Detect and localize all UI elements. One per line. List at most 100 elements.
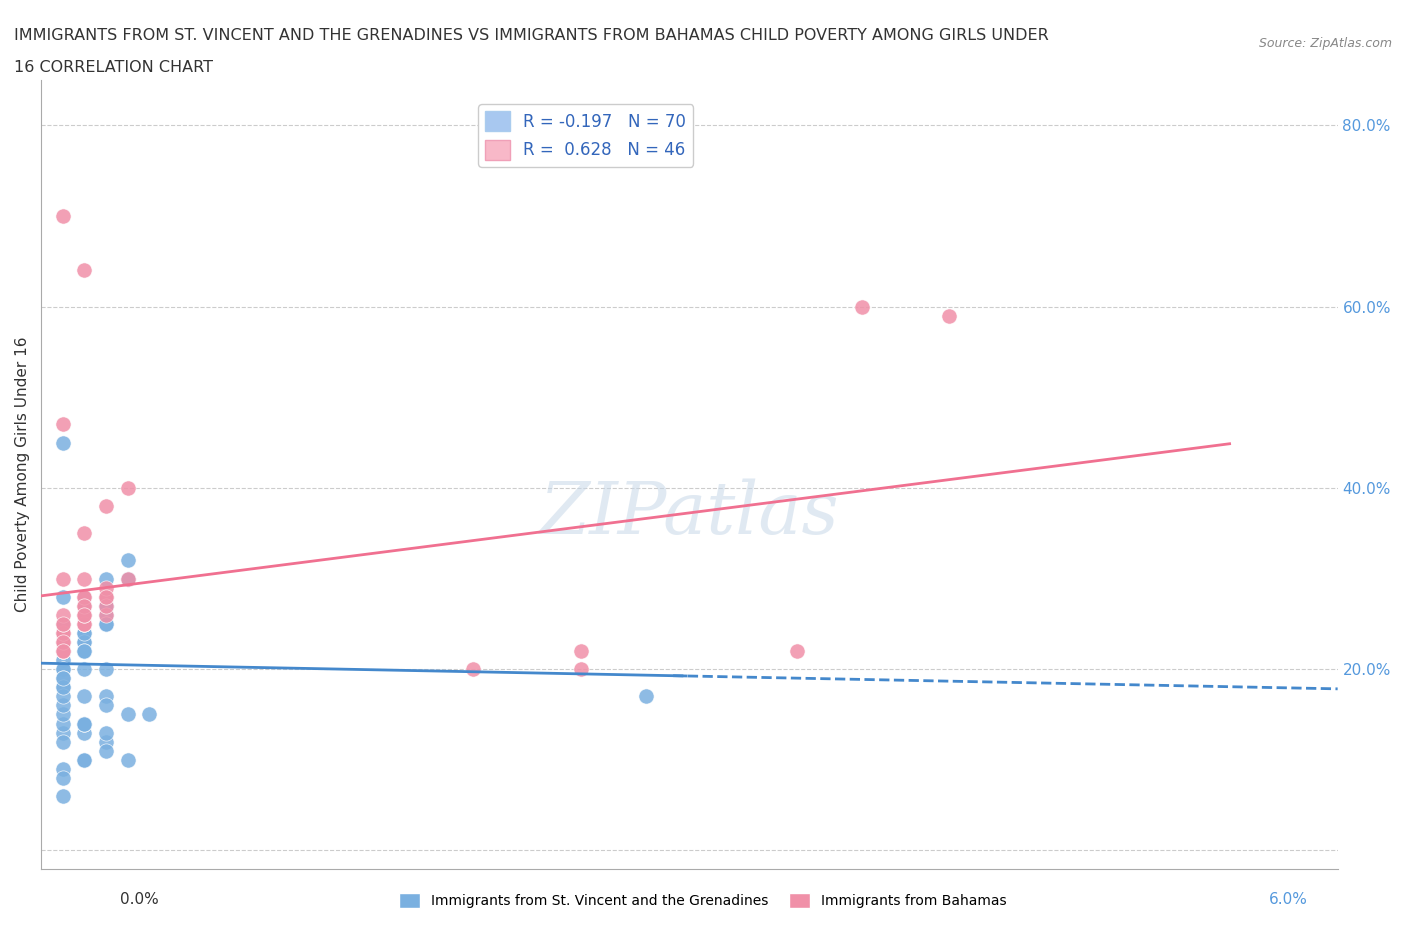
Text: 16 CORRELATION CHART: 16 CORRELATION CHART xyxy=(14,60,214,75)
Point xyxy=(52,626,75,641)
Point xyxy=(52,626,75,641)
Point xyxy=(94,571,117,586)
Point xyxy=(73,607,96,622)
Point xyxy=(117,571,139,586)
Point xyxy=(52,680,75,695)
Point xyxy=(94,734,117,749)
Point xyxy=(94,598,117,613)
Point xyxy=(52,617,75,631)
Legend: R = -0.197   N = 70, R =  0.628   N = 46: R = -0.197 N = 70, R = 0.628 N = 46 xyxy=(478,104,693,166)
Point xyxy=(73,725,96,740)
Point xyxy=(73,617,96,631)
Point xyxy=(73,590,96,604)
Point xyxy=(117,571,139,586)
Point xyxy=(94,590,117,604)
Point xyxy=(73,607,96,622)
Point xyxy=(52,671,75,685)
Text: Source: ZipAtlas.com: Source: ZipAtlas.com xyxy=(1258,37,1392,50)
Point xyxy=(73,644,96,658)
Point xyxy=(52,644,75,658)
Point xyxy=(73,607,96,622)
Point xyxy=(52,617,75,631)
Point xyxy=(138,707,160,722)
Text: 6.0%: 6.0% xyxy=(1268,892,1308,907)
Point xyxy=(52,634,75,649)
Point xyxy=(73,634,96,649)
Point xyxy=(52,680,75,695)
Point xyxy=(73,617,96,631)
Point xyxy=(73,598,96,613)
Point xyxy=(73,752,96,767)
Point xyxy=(851,299,873,314)
Point xyxy=(463,661,485,676)
Point xyxy=(52,626,75,641)
Point xyxy=(52,644,75,658)
Point xyxy=(52,644,75,658)
Point xyxy=(569,644,592,658)
Point xyxy=(52,734,75,749)
Point xyxy=(52,716,75,731)
Point xyxy=(94,698,117,712)
Point xyxy=(52,762,75,777)
Point xyxy=(52,626,75,641)
Point xyxy=(94,617,117,631)
Point xyxy=(52,661,75,676)
Point xyxy=(52,626,75,641)
Point xyxy=(73,752,96,767)
Point xyxy=(117,571,139,586)
Point xyxy=(73,607,96,622)
Text: ZIPatlas: ZIPatlas xyxy=(540,478,839,549)
Point xyxy=(94,580,117,595)
Point xyxy=(94,590,117,604)
Point xyxy=(94,661,117,676)
Point xyxy=(52,634,75,649)
Point xyxy=(117,707,139,722)
Point xyxy=(52,607,75,622)
Point xyxy=(73,607,96,622)
Point xyxy=(938,308,960,323)
Point xyxy=(52,571,75,586)
Point xyxy=(73,626,96,641)
Point xyxy=(73,634,96,649)
Point xyxy=(94,607,117,622)
Point xyxy=(73,607,96,622)
Point xyxy=(94,743,117,758)
Point xyxy=(52,634,75,649)
Point xyxy=(73,626,96,641)
Point xyxy=(52,626,75,641)
Point xyxy=(73,689,96,704)
Point xyxy=(73,617,96,631)
Text: 0.0%: 0.0% xyxy=(120,892,159,907)
Point xyxy=(94,607,117,622)
Point xyxy=(52,661,75,676)
Point xyxy=(73,644,96,658)
Point xyxy=(52,644,75,658)
Point xyxy=(94,598,117,613)
Point xyxy=(569,661,592,676)
Point xyxy=(52,208,75,223)
Point xyxy=(94,598,117,613)
Point xyxy=(52,435,75,450)
Point xyxy=(52,644,75,658)
Point xyxy=(73,598,96,613)
Point xyxy=(52,725,75,740)
Point xyxy=(94,590,117,604)
Point xyxy=(52,626,75,641)
Point xyxy=(52,770,75,785)
Point xyxy=(73,617,96,631)
Point xyxy=(73,525,96,540)
Point xyxy=(117,752,139,767)
Point xyxy=(52,789,75,804)
Point xyxy=(73,598,96,613)
Point xyxy=(52,707,75,722)
Point xyxy=(94,590,117,604)
Point xyxy=(117,553,139,568)
Point xyxy=(52,634,75,649)
Point xyxy=(94,598,117,613)
Point xyxy=(786,644,808,658)
Point xyxy=(73,590,96,604)
Point xyxy=(94,617,117,631)
Point xyxy=(73,716,96,731)
Point xyxy=(73,571,96,586)
Point xyxy=(94,725,117,740)
